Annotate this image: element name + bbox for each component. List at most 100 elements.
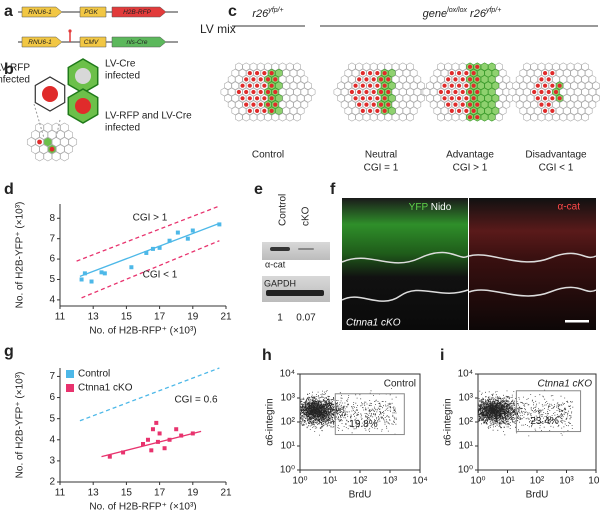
rfp-nucleus (386, 102, 391, 107)
cell (417, 81, 425, 91)
legend-text: infected (105, 123, 140, 134)
rfp-nucleus (467, 115, 473, 120)
rfp-nucleus (464, 108, 469, 113)
x-tick-label: 10¹ (500, 476, 515, 487)
series-line (79, 367, 220, 422)
rfp-nucleus (535, 96, 540, 101)
construct-element (79, 36, 107, 48)
cell (296, 68, 305, 78)
cell (369, 62, 378, 72)
cell (399, 62, 407, 72)
cell (498, 106, 507, 116)
rfp-nucleus (553, 89, 559, 95)
legend-text: LV-Cre (105, 59, 136, 70)
point (144, 250, 149, 255)
header-part: r26 (252, 8, 269, 20)
cell (534, 106, 542, 116)
x-tick-label: 17 (154, 488, 166, 499)
point (175, 230, 180, 235)
cell (574, 112, 582, 122)
rfp-nucleus (460, 77, 465, 82)
rfp-nucleus (386, 77, 391, 82)
basement-membrane (468, 252, 597, 297)
construct-element (111, 6, 167, 18)
cell-events (300, 388, 397, 436)
legend-label: Control (78, 369, 110, 380)
rfp-nucleus (251, 89, 256, 95)
y-tick-label: 8 (49, 213, 55, 224)
rfp-nucleus (446, 77, 451, 82)
rfp-nucleus (442, 83, 447, 88)
cell (231, 68, 240, 78)
cell (451, 62, 460, 72)
cell (519, 93, 528, 103)
condition-cgi: CGI > 1 (453, 163, 488, 174)
cell (437, 75, 445, 84)
rfp-nucleus (254, 71, 260, 76)
point (102, 271, 107, 276)
cell (484, 68, 492, 78)
cell (231, 93, 240, 103)
y-tick-label: 10⁰ (458, 465, 473, 476)
rfp-nucleus (456, 71, 462, 76)
rfp-nucleus (539, 77, 544, 82)
x-tick-label: 10⁴ (412, 476, 427, 487)
cell (409, 68, 418, 78)
cell (224, 81, 232, 91)
cell (480, 75, 489, 84)
rfp-nucleus (262, 108, 267, 113)
point (79, 277, 84, 282)
y-tick-label: 5 (49, 274, 55, 285)
point (157, 245, 162, 250)
point (99, 270, 104, 275)
micrograph-yfp (342, 198, 468, 330)
cell (537, 62, 546, 72)
cell (388, 68, 396, 78)
rfp-nucleus (42, 86, 58, 102)
cell (523, 87, 531, 97)
cell (275, 93, 283, 103)
x-tick-label: 10⁴ (588, 476, 600, 487)
cell (480, 100, 489, 109)
cell (451, 112, 460, 122)
rfp-nucleus (550, 83, 555, 88)
cell (495, 75, 503, 84)
rfp-nucleus (442, 96, 447, 101)
cell (340, 100, 349, 109)
point (89, 279, 94, 284)
rfp-nucleus (367, 83, 373, 88)
cell (588, 100, 597, 109)
header-part: yfp/+ (267, 7, 283, 14)
cell (351, 68, 360, 78)
rfp-nucleus (550, 96, 555, 101)
blot (262, 242, 330, 260)
rfp-nucleus (382, 83, 387, 88)
cell (495, 62, 503, 72)
rfp-nucleus (353, 83, 358, 88)
rfp-nucleus (247, 71, 252, 76)
y-tick-label: 6 (49, 254, 55, 265)
rfp-nucleus (265, 89, 271, 95)
cell (344, 106, 353, 116)
cell (523, 100, 531, 109)
cell (570, 106, 578, 116)
legend-swatch (66, 384, 74, 392)
cell (491, 106, 500, 116)
cell (426, 81, 434, 91)
rfp-nucleus (258, 89, 263, 95)
cell (413, 87, 422, 97)
y-tick-label: 10² (459, 417, 474, 428)
y-axis-label: No. of H2B-YFP⁺ (×10³) (15, 202, 26, 309)
cell (534, 68, 542, 78)
cell (282, 81, 290, 91)
cell (577, 81, 586, 91)
cell (552, 112, 560, 122)
construct-element (21, 36, 63, 48)
rfp-nucleus (449, 83, 454, 88)
rfp-nucleus (375, 71, 380, 76)
cell (249, 112, 258, 122)
rfp-nucleus (375, 108, 380, 113)
rfp-nucleus (360, 83, 365, 88)
rfp-nucleus (382, 96, 387, 101)
cell (348, 62, 356, 72)
